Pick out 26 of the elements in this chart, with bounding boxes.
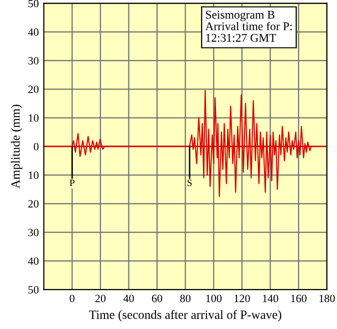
x-axis-title: Time (seconds after arrival of P-wave) xyxy=(89,310,282,322)
annotation: Seismogram B Arrival time for P: 12:31:27 GMT xyxy=(205,10,292,42)
x-tick-label: 60 xyxy=(152,294,162,302)
y-axis-title: Amplitude (mm) xyxy=(10,104,22,188)
x-tick-label: 180 xyxy=(320,294,335,302)
x-tick-label: 80 xyxy=(180,294,190,302)
y-tick-label: 10 xyxy=(28,171,39,179)
annotation: S xyxy=(188,180,192,186)
x-tick-label: 120 xyxy=(234,294,250,302)
y-tick-label: 50 xyxy=(28,286,39,294)
y-tick-label: 0 xyxy=(34,142,39,150)
y-tick-label: 40 xyxy=(28,28,39,36)
x-tick-label: 160 xyxy=(291,294,306,302)
annotation: P xyxy=(70,180,74,186)
y-tick-label: 30 xyxy=(28,228,39,236)
x-tick-label: 0 xyxy=(70,294,74,302)
y-tick-label: 20 xyxy=(28,200,39,208)
y-tick-label: 50 xyxy=(28,0,39,8)
y-tick-label: 30 xyxy=(28,57,39,64)
x-tick-label: 40 xyxy=(123,294,134,302)
y-tick-label: 40 xyxy=(28,257,39,265)
x-tick-label: 100 xyxy=(206,294,222,302)
y-tick-label: 20 xyxy=(28,86,39,94)
y-tick-label: 10 xyxy=(28,114,39,122)
x-tick-label: 140 xyxy=(262,294,278,302)
x-tick-label: 20 xyxy=(95,294,106,302)
